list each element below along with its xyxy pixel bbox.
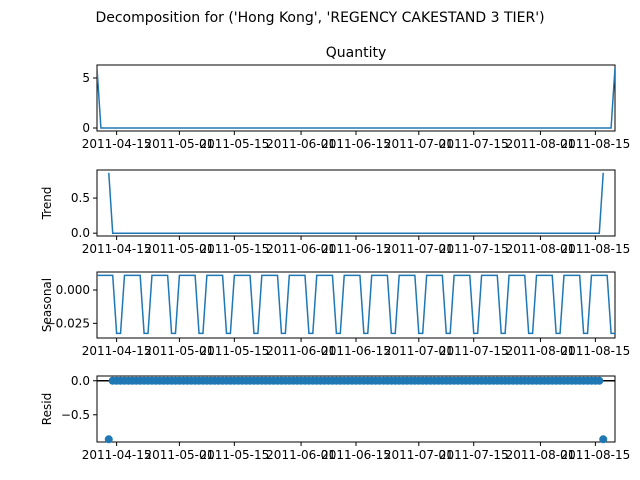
observed-xtick-label: 2011-04-15 xyxy=(82,137,152,151)
observed-xtick-label: 2011-07-15 xyxy=(439,137,509,151)
observed-ytick-label: 0 xyxy=(82,121,90,135)
observed-xtick-label: 2011-08-15 xyxy=(561,137,631,151)
resid-xtick-label: 2011-08-01 xyxy=(506,448,576,462)
panel-trend: Trend 0.0 0.5 2011-04-152011-05-012011-05-1… xyxy=(40,169,631,256)
trend-axes-frame xyxy=(96,169,616,237)
observed-title: Quantity xyxy=(326,45,387,61)
resid-resid-outlier-point xyxy=(104,435,113,444)
resid-resid-outlier-point xyxy=(599,435,608,444)
seasonal-ytick-label: −0.025 xyxy=(46,316,90,330)
resid-xtick-label: 2011-08-15 xyxy=(561,448,631,462)
seasonal-ytick-label: 0.000 xyxy=(56,283,90,297)
resid-xtick-label: 2011-07-15 xyxy=(439,448,509,462)
seasonal-xtick-label: 2011-08-01 xyxy=(506,344,576,358)
seasonal-xtick-label: 2011-04-15 xyxy=(82,344,152,358)
observed-xtick-label: 2011-05-01 xyxy=(145,137,215,151)
trend-xtick-label: 2011-07-15 xyxy=(439,242,509,256)
resid-xtick-label: 2011-05-15 xyxy=(199,448,269,462)
observed-xtick-label: 2011-06-15 xyxy=(321,137,391,151)
seasonal-series-line xyxy=(97,274,615,335)
trend-xtick-label: 2011-08-15 xyxy=(561,242,631,256)
resid-ytick-label: 0.0 xyxy=(71,374,90,388)
observed-xtick-label: 2011-05-15 xyxy=(199,137,269,151)
seasonal-axes-frame xyxy=(96,271,616,339)
trend-xtick-label: 2011-04-15 xyxy=(82,242,152,256)
seasonal-xtick-label: 2011-05-15 xyxy=(199,344,269,358)
resid-xtick-label: 2011-07-01 xyxy=(384,448,454,462)
trend-xtick-label: 2011-08-01 xyxy=(506,242,576,256)
seasonal-xtick-label: 2011-06-01 xyxy=(266,344,336,358)
observed-xtick-label: 2011-08-01 xyxy=(506,137,576,151)
panel-seasonal: Seasonal 0.000−0.0252011-04-152011-05-012… xyxy=(40,271,631,358)
seasonal-xtick-label: 2011-05-01 xyxy=(145,344,215,358)
seasonal-xtick-label: 2011-08-15 xyxy=(561,344,631,358)
observed-xtick-label: 2011-07-01 xyxy=(384,137,454,151)
seasonal-xtick-label: 2011-06-15 xyxy=(321,344,391,358)
trend-ylabel: Trend xyxy=(40,187,54,221)
observed-series-line xyxy=(97,67,615,129)
trend-xtick-label: 2011-05-01 xyxy=(145,242,215,256)
trend-series-line xyxy=(108,172,604,234)
seasonal-ylabel: Seasonal xyxy=(40,278,54,332)
trend-xtick-label: 2011-06-01 xyxy=(266,242,336,256)
resid-xtick-label: 2011-06-01 xyxy=(266,448,336,462)
trend-ytick-label: 0.0 xyxy=(71,226,90,240)
resid-xtick-label: 2011-04-15 xyxy=(82,448,152,462)
trend-xtick-label: 2011-05-15 xyxy=(199,242,269,256)
resid-xtick-label: 2011-06-15 xyxy=(321,448,391,462)
resid-xtick-label: 2011-05-01 xyxy=(145,448,215,462)
observed-ytick-label: 5 xyxy=(82,71,90,85)
observed-axes-frame xyxy=(96,64,616,132)
observed-xtick-label: 2011-06-01 xyxy=(266,137,336,151)
figure-suptitle: Decomposition for ('Hong Kong', 'REGENCY… xyxy=(95,10,544,26)
trend-xtick-label: 2011-06-15 xyxy=(321,242,391,256)
resid-ytick-label: −0.5 xyxy=(61,408,90,422)
seasonal-xtick-label: 2011-07-01 xyxy=(384,344,454,358)
trend-xtick-label: 2011-07-01 xyxy=(384,242,454,256)
resid-ylabel: Resid xyxy=(40,393,54,425)
trend-ytick-label: 0.5 xyxy=(71,191,90,205)
resid-resid-point xyxy=(595,376,604,385)
panel-resid: Resid 0.0 −0.5 2011-04-152011-05-012011-05-… xyxy=(40,374,630,462)
seasonal-xtick-label: 2011-07-15 xyxy=(439,344,509,358)
panel-observed: Quantity 0 5 2011-04-152011-05-012011-05-15… xyxy=(82,45,631,151)
resid-axes-frame xyxy=(96,375,616,443)
